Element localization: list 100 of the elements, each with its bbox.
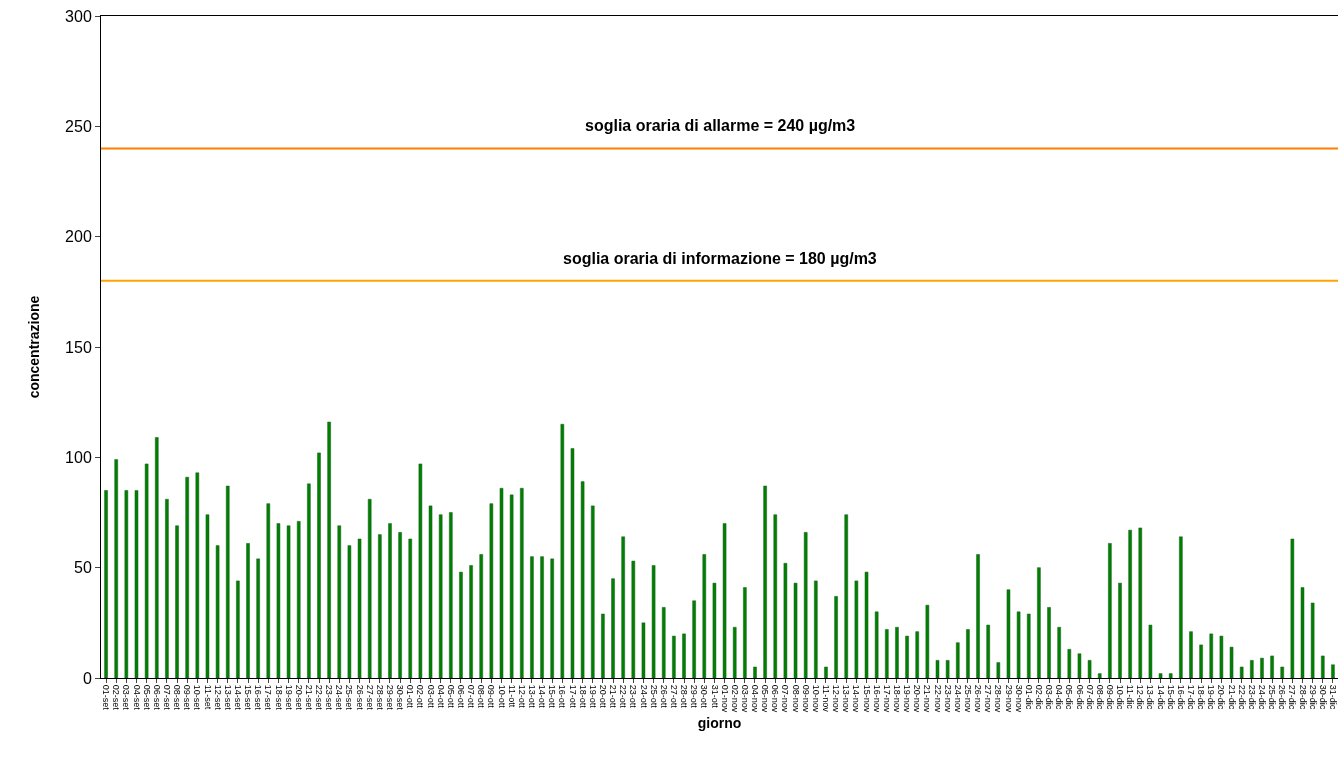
bar <box>682 633 686 678</box>
x-tick-label: 23-nov <box>942 684 953 713</box>
x-tick-label: 14-nov <box>851 684 862 713</box>
x-tick-label: 08-dic <box>1094 684 1105 710</box>
bar <box>215 545 220 678</box>
bar <box>276 523 281 678</box>
x-tick-label: 18-ott <box>577 684 588 709</box>
x-tick-label: 13-set <box>222 684 233 711</box>
x-tick-label: 25-set <box>344 684 355 711</box>
bar <box>621 536 625 678</box>
bar <box>499 487 504 678</box>
x-tick-label: 06-ott <box>456 684 467 709</box>
bar <box>1219 635 1224 678</box>
y-tick-label: 150 <box>65 338 92 356</box>
bar <box>672 635 676 678</box>
x-tick-label: 15-nov <box>861 684 872 713</box>
x-tick-label: 10-ott <box>496 684 507 709</box>
x-tick-label: 07-set <box>161 684 172 711</box>
x-tick-label: 14-ott <box>537 684 548 709</box>
bar <box>266 503 271 678</box>
x-tick-label: 21-nov <box>922 684 933 713</box>
x-tick-label: 15-set <box>243 684 254 711</box>
bar <box>895 627 899 678</box>
bar <box>246 543 250 678</box>
bar <box>1037 567 1041 678</box>
x-tick-label: 04-set <box>131 684 142 711</box>
x-tick-label: 25-ott <box>648 684 659 709</box>
x-tick-label: 11-set <box>202 684 213 710</box>
x-tick-label: 12-dic <box>1135 684 1146 710</box>
bar <box>854 580 859 678</box>
bar <box>1118 582 1122 678</box>
x-tick-label: 12-ott <box>516 684 527 709</box>
x-tick-label: 25-dic <box>1267 684 1278 710</box>
bar <box>347 545 352 678</box>
x-tick-label: 03-set <box>121 684 132 711</box>
bar <box>1270 655 1274 678</box>
y-tick-label: 300 <box>65 7 92 25</box>
x-tick-label: 10-nov <box>810 684 821 713</box>
bar <box>611 578 615 678</box>
bar <box>1290 538 1295 678</box>
bar <box>1026 613 1031 678</box>
x-tick-label: 27-dic <box>1287 684 1298 710</box>
bar <box>317 452 321 678</box>
bar <box>1179 536 1183 678</box>
bar <box>1168 673 1173 678</box>
bar <box>641 622 646 678</box>
x-tick-label: 31-ott <box>709 684 720 709</box>
x-tick-label: 18-nov <box>892 684 903 713</box>
x-tick-label: 05-nov <box>760 684 771 713</box>
x-tick-label: 26-ott <box>658 684 669 709</box>
x-tick-label: 22-set <box>314 684 325 711</box>
x-tick-label: 21-ott <box>608 684 619 709</box>
x-tick-label: 04-ott <box>435 684 446 709</box>
x-tick-label: 15-dic <box>1165 684 1176 710</box>
x-tick-label: 10-set <box>192 684 203 711</box>
bar <box>398 532 402 678</box>
x-tick-label: 30-set <box>395 684 406 711</box>
x-tick-label: 03-dic <box>1044 684 1055 710</box>
x-tick-label: 30-dic <box>1317 684 1328 710</box>
bar <box>1067 649 1072 678</box>
bar <box>1108 543 1112 678</box>
bar <box>185 476 189 678</box>
x-tick-label: 13-ott <box>526 684 537 709</box>
x-tick-label: 07-ott <box>466 684 477 709</box>
x-tick-label: 19-set <box>283 684 294 711</box>
x-tick-label: 02-nov <box>729 684 740 713</box>
bar <box>966 629 970 678</box>
x-tick-label: 11-nov <box>821 684 832 713</box>
x-tick-label: 09-ott <box>486 684 497 709</box>
bar <box>1229 646 1234 678</box>
bar <box>570 448 575 678</box>
bar <box>175 525 179 678</box>
bar <box>378 534 382 678</box>
bar <box>1260 657 1264 678</box>
bar <box>824 666 828 678</box>
bar <box>1239 666 1244 678</box>
x-tick-label: 14-dic <box>1155 684 1166 710</box>
x-tick-label: 09-dic <box>1104 684 1115 710</box>
x-tick-label: 24-nov <box>952 684 963 713</box>
bar <box>1077 653 1082 678</box>
x-tick-label: 28-set <box>374 684 385 711</box>
x-tick-label: 24-dic <box>1257 684 1268 710</box>
x-tick-label: 26-dic <box>1277 684 1288 710</box>
x-tick-label: 05-dic <box>1064 684 1075 710</box>
x-tick-label: 27-ott <box>668 684 679 709</box>
x-tick-label: 22-nov <box>932 684 943 713</box>
bar <box>144 463 149 678</box>
bar <box>763 485 767 678</box>
bar <box>540 556 544 678</box>
bar <box>732 627 737 678</box>
bar <box>165 499 169 678</box>
x-tick-label: 02-set <box>111 684 122 711</box>
bar <box>479 554 483 678</box>
x-tick-label: 24-ott <box>638 684 649 709</box>
bar <box>1250 660 1254 678</box>
bar <box>296 521 301 678</box>
x-tick-label: 05-set <box>141 684 152 711</box>
x-tick-label: 13-nov <box>841 684 852 713</box>
y-tick-label: 0 <box>82 669 92 687</box>
ref-line-label: soglia oraria di informazione = 180 µg/m3 <box>563 250 877 267</box>
